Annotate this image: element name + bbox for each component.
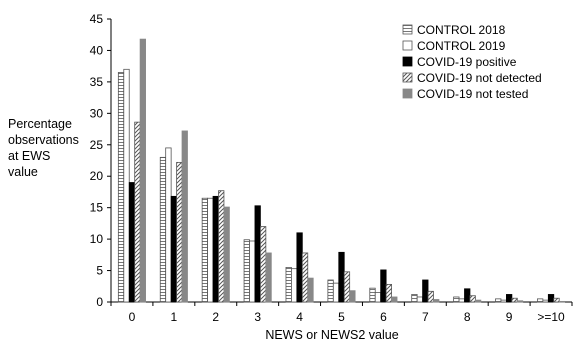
- bar: [547, 294, 555, 303]
- bar: [495, 298, 502, 303]
- x-tick-label: 2: [212, 310, 219, 324]
- bar: [201, 197, 209, 303]
- y-tick-label: 10: [90, 232, 104, 246]
- x-tick-label: 4: [296, 310, 303, 324]
- x-tick-label: 7: [422, 310, 429, 324]
- bar: [307, 277, 314, 303]
- bar: [411, 294, 418, 303]
- y-axis-label-line-2: observations: [8, 133, 79, 147]
- bar: [558, 300, 566, 303]
- bar: [223, 206, 230, 303]
- x-tick-label: 5: [338, 310, 345, 324]
- bar: [332, 282, 340, 303]
- bars: [117, 38, 566, 303]
- bar: [553, 297, 560, 303]
- y-tick-label: 30: [90, 106, 104, 120]
- x-tick-label: 1: [171, 310, 178, 324]
- bar: [349, 290, 356, 303]
- bar: [249, 240, 256, 303]
- y-tick-label: 40: [90, 43, 104, 57]
- bar: [207, 197, 214, 303]
- y-tick-label: 0: [96, 295, 103, 309]
- bar: [117, 72, 125, 303]
- bar: [453, 296, 460, 303]
- legend-label: CONTROL 2019: [417, 39, 506, 53]
- bar: [254, 205, 261, 303]
- series-covid-19-not-detected: [134, 121, 560, 303]
- legend-swatch: [402, 72, 413, 83]
- bar: [343, 271, 351, 303]
- bar: [327, 279, 334, 303]
- legend-label: CONTROL 2018: [417, 23, 506, 37]
- bar: [243, 239, 250, 303]
- bar: [537, 298, 544, 303]
- y-tick-label: 5: [96, 264, 103, 278]
- bar: [380, 269, 387, 303]
- bar: [176, 161, 183, 303]
- bar: [516, 300, 524, 303]
- bar: [212, 195, 219, 303]
- bar: [165, 147, 172, 303]
- legend-label: COVID-19 not detected: [417, 71, 542, 85]
- y-axis-label-line-4: value: [8, 165, 38, 179]
- bar: [433, 299, 440, 303]
- y-axis-label-line-1: Percentage: [8, 117, 72, 131]
- legend-swatch: [402, 24, 413, 35]
- bar: [369, 287, 376, 303]
- bar: [422, 279, 429, 303]
- bar: [474, 299, 482, 303]
- x-tick-label: >=10: [537, 310, 565, 324]
- bar: [265, 252, 272, 303]
- bar: [427, 290, 434, 303]
- x-axis-label: NEWS or NEWS2 value: [265, 328, 399, 342]
- bar: [260, 226, 267, 303]
- x-tick-label: 8: [464, 310, 471, 324]
- bar: [170, 195, 177, 303]
- bar: [123, 68, 130, 303]
- x-tick-label: 3: [254, 310, 261, 324]
- bar: [128, 182, 136, 303]
- x-tick-label: 6: [380, 310, 387, 324]
- legend-swatch: [402, 56, 413, 67]
- legend-swatch: [402, 40, 413, 51]
- bar: [458, 298, 465, 303]
- y-tick-label: 15: [90, 201, 104, 215]
- bar: [296, 232, 303, 303]
- y-tick-label: 45: [90, 12, 104, 26]
- bar: [500, 299, 507, 303]
- bar: [416, 296, 423, 303]
- bar: [285, 267, 292, 303]
- y-axis-label: Percentage observations at EWS value: [8, 116, 108, 180]
- bar: [385, 283, 392, 303]
- bar: [469, 295, 476, 303]
- legend: CONTROL 2018 CONTROL 2019 COVID-19 positiv…: [402, 23, 542, 101]
- y-axis-label-line-3: at EWS: [8, 149, 51, 163]
- series-control-2019: [123, 68, 549, 303]
- bar: [391, 296, 398, 303]
- bar: [291, 268, 298, 303]
- x-tick-label: 0: [129, 310, 136, 324]
- y-tick-label: 25: [90, 138, 104, 152]
- bar: [159, 156, 167, 303]
- legend-label: COVID-19 not tested: [417, 87, 528, 101]
- legend-label: COVID-19 positive: [417, 55, 517, 69]
- bar: [464, 288, 471, 303]
- bar: [134, 121, 141, 303]
- bar: [338, 251, 345, 303]
- bar: [218, 190, 225, 303]
- bar: [181, 130, 188, 303]
- series-covid-19-not-tested: [139, 38, 566, 303]
- bar: [542, 299, 549, 303]
- bar: [139, 38, 146, 303]
- y-tick-label: 20: [90, 169, 104, 183]
- x-tick-label: 9: [506, 310, 513, 324]
- legend-swatch: [402, 88, 413, 99]
- bar: [506, 294, 513, 303]
- bar: [301, 252, 309, 303]
- series-covid-19-positive: [128, 182, 555, 303]
- bar: [374, 292, 382, 303]
- bar: [511, 297, 518, 303]
- y-tick-label: 35: [90, 75, 104, 89]
